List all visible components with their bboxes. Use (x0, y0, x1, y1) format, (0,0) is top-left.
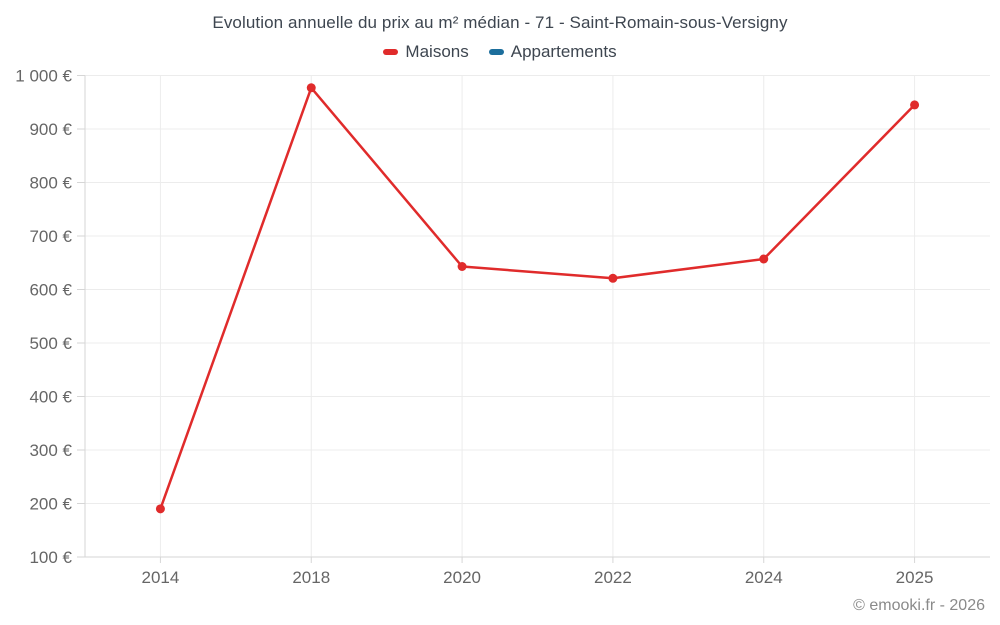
legend-item-appartements[interactable]: Appartements (488, 42, 617, 62)
svg-text:200 €: 200 € (29, 495, 72, 514)
legend: Maisons Appartements (0, 42, 1000, 62)
svg-text:500 €: 500 € (29, 334, 72, 353)
svg-text:1 000 €: 1 000 € (15, 67, 72, 86)
svg-text:2020: 2020 (443, 568, 481, 587)
svg-text:900 €: 900 € (29, 120, 72, 139)
legend-swatch-maisons-icon (383, 49, 399, 55)
svg-text:400 €: 400 € (29, 388, 72, 407)
legend-item-maisons[interactable]: Maisons (383, 42, 469, 62)
svg-text:100 €: 100 € (29, 548, 72, 567)
svg-text:2022: 2022 (594, 568, 632, 587)
svg-text:600 €: 600 € (29, 281, 72, 300)
svg-text:700 €: 700 € (29, 227, 72, 246)
legend-swatch-appartements-icon (488, 49, 504, 55)
legend-label-appartements: Appartements (510, 42, 617, 61)
legend-label-maisons: Maisons (405, 42, 469, 61)
svg-text:2018: 2018 (292, 568, 330, 587)
copyright-credit: © emooki.fr - 2026 (853, 597, 985, 614)
svg-text:2014: 2014 (142, 568, 180, 587)
svg-text:800 €: 800 € (29, 174, 72, 193)
svg-text:300 €: 300 € (29, 441, 72, 460)
svg-text:2024: 2024 (745, 568, 783, 587)
chart-title: Evolution annuelle du prix au m² médian … (212, 13, 788, 32)
svg-text:2025: 2025 (896, 568, 934, 587)
